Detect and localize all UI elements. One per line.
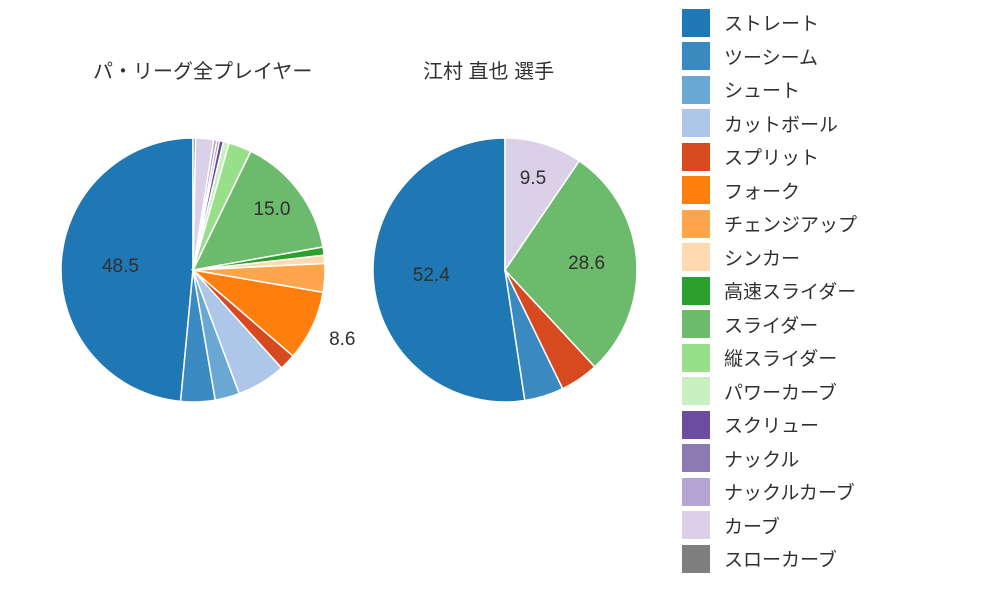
legend-label: フォーク: [724, 177, 800, 204]
legend-label: カーブ: [724, 512, 780, 539]
legend-swatch: [682, 545, 710, 573]
legend-item: シンカー: [682, 241, 1000, 275]
legend-swatch: [682, 143, 710, 171]
legend-label: ストレート: [724, 9, 819, 36]
legend-swatch: [682, 310, 710, 338]
legend-label: スプリット: [724, 143, 819, 170]
legend-swatch: [682, 511, 710, 539]
legend-swatch: [682, 109, 710, 137]
legend-item: 縦スライダー: [682, 341, 1000, 375]
legend-swatch: [682, 243, 710, 271]
legend-item: スプリット: [682, 140, 1000, 174]
legend-label: スクリュー: [724, 411, 819, 438]
legend-label: ナックル: [724, 445, 799, 472]
legend-swatch: [682, 176, 710, 204]
legend-item: ツーシーム: [682, 40, 1000, 74]
root: パ・リーグ全プレイヤー 48.5 8.6 15.0 江村 直也 選手 52.4 28.6 9.…: [0, 0, 1000, 600]
legend-swatch: [682, 277, 710, 305]
legend-item: 高速スライダー: [682, 274, 1000, 308]
legend-label: ナックルカーブ: [724, 478, 855, 505]
legend-swatch: [682, 210, 710, 238]
legend-swatch: [682, 42, 710, 70]
legend-item: ストレート: [682, 6, 1000, 40]
legend-item: スローカーブ: [682, 542, 1000, 576]
legend: ストレートツーシームシュートカットボールスプリットフォークチェンジアップシンカー…: [680, 0, 1000, 600]
legend-label: シュート: [724, 76, 800, 103]
legend-swatch: [682, 377, 710, 405]
legend-swatch: [682, 411, 710, 439]
charts-area: パ・リーグ全プレイヤー 48.5 8.6 15.0 江村 直也 選手 52.4 28.6 9.…: [0, 0, 680, 600]
legend-item: カーブ: [682, 509, 1000, 543]
legend-swatch: [682, 478, 710, 506]
legend-label: 高速スライダー: [724, 277, 856, 304]
pie-slice-label: 52.4: [413, 265, 450, 287]
legend-item: チェンジアップ: [682, 207, 1000, 241]
pie-slice-label: 8.6: [329, 329, 355, 351]
legend-swatch: [682, 76, 710, 104]
legend-label: ツーシーム: [724, 43, 818, 70]
legend-label: カットボール: [724, 110, 838, 137]
pie-slice-label: 15.0: [253, 199, 290, 221]
legend-label: シンカー: [724, 244, 800, 271]
legend-label: パワーカーブ: [724, 378, 837, 405]
legend-item: ナックルカーブ: [682, 475, 1000, 509]
legend-swatch: [682, 9, 710, 37]
charts-svg: [0, 0, 680, 600]
legend-item: カットボール: [682, 107, 1000, 141]
chart-title-league: パ・リーグ全プレイヤー: [93, 55, 312, 84]
legend-swatch: [682, 344, 710, 372]
legend-label: スローカーブ: [724, 545, 837, 572]
legend-label: チェンジアップ: [724, 210, 857, 237]
pie-slice-label: 48.5: [102, 256, 139, 278]
legend-item: スクリュー: [682, 408, 1000, 442]
pie-slice-label: 28.6: [568, 253, 605, 275]
legend-item: フォーク: [682, 174, 1000, 208]
legend-label: 縦スライダー: [724, 344, 837, 371]
chart-title-player: 江村 直也 選手: [423, 55, 554, 84]
legend-item: シュート: [682, 73, 1000, 107]
legend-item: ナックル: [682, 442, 1000, 476]
legend-swatch: [682, 444, 710, 472]
legend-item: スライダー: [682, 308, 1000, 342]
legend-label: スライダー: [724, 311, 818, 338]
pie-slice-label: 9.5: [520, 168, 546, 190]
legend-item: パワーカーブ: [682, 375, 1000, 409]
